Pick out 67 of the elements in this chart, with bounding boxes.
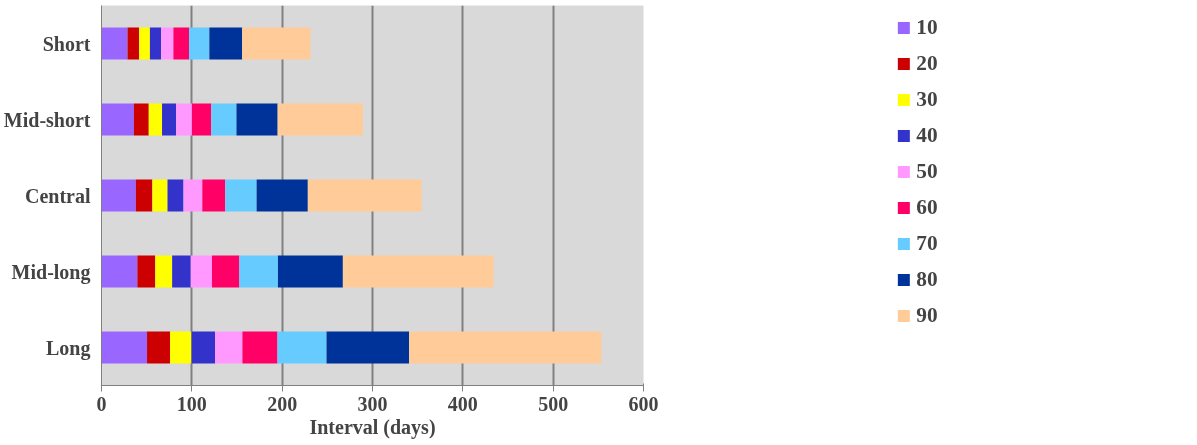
bar xyxy=(256,179,308,212)
bar xyxy=(101,331,148,364)
bar xyxy=(277,255,343,288)
x-tick-label: 600 xyxy=(628,392,659,415)
bar xyxy=(215,331,243,364)
x-axis-title: Interval (days) xyxy=(309,415,436,439)
bar xyxy=(148,103,163,136)
bar xyxy=(307,179,422,212)
bar xyxy=(127,27,140,60)
bar xyxy=(342,255,494,288)
x-tick-label: 500 xyxy=(538,392,569,415)
bar xyxy=(225,179,257,212)
bar xyxy=(137,255,156,288)
y-tick-label: Short xyxy=(42,32,91,55)
legend-label: 80 xyxy=(916,267,938,292)
x-tick-label: 300 xyxy=(357,392,388,415)
y-tick-label: Central xyxy=(24,184,91,207)
y-tick-label: Mid-long xyxy=(11,260,91,284)
legend-label: 50 xyxy=(916,159,938,184)
bar xyxy=(173,27,190,60)
bar xyxy=(147,331,171,364)
bar xyxy=(149,27,162,60)
bar xyxy=(101,179,136,212)
bar xyxy=(277,103,364,136)
legend-label: 90 xyxy=(916,303,938,328)
bar xyxy=(135,179,153,212)
bar xyxy=(191,103,212,136)
bar xyxy=(152,179,168,212)
bar xyxy=(172,255,191,288)
bar xyxy=(155,255,173,288)
legend-label: 30 xyxy=(916,87,938,112)
legend-label: 40 xyxy=(916,123,938,148)
bar xyxy=(101,255,138,288)
bar xyxy=(167,179,184,212)
bar xyxy=(211,255,240,288)
bar xyxy=(101,103,134,136)
x-tick-label: 200 xyxy=(267,392,298,415)
bar xyxy=(189,27,210,60)
bar xyxy=(161,27,174,60)
legend-label: 70 xyxy=(916,231,938,256)
legend-label: 60 xyxy=(916,195,938,220)
bar xyxy=(326,331,410,364)
legend-label: 20 xyxy=(916,51,938,76)
bar xyxy=(409,331,602,364)
bar xyxy=(277,331,327,364)
legend-label: 10 xyxy=(916,15,938,40)
x-tick-label: 100 xyxy=(176,392,207,415)
bar xyxy=(236,103,278,136)
bar xyxy=(162,103,177,136)
bar xyxy=(242,27,311,60)
bar xyxy=(202,179,226,212)
y-tick-label: Mid-short xyxy=(3,108,91,131)
bar xyxy=(209,27,243,60)
bar xyxy=(191,331,216,364)
bar xyxy=(242,331,278,364)
bar xyxy=(190,255,212,288)
bar xyxy=(133,103,149,136)
bar xyxy=(211,103,237,136)
bar xyxy=(170,331,192,364)
bar xyxy=(101,27,128,60)
bar xyxy=(176,103,192,136)
x-tick-label: 400 xyxy=(447,392,478,415)
bar xyxy=(239,255,278,288)
x-tick-label: 0 xyxy=(96,392,107,415)
y-tick-label: Long xyxy=(46,336,91,360)
bar xyxy=(139,27,150,60)
bar xyxy=(183,179,203,212)
